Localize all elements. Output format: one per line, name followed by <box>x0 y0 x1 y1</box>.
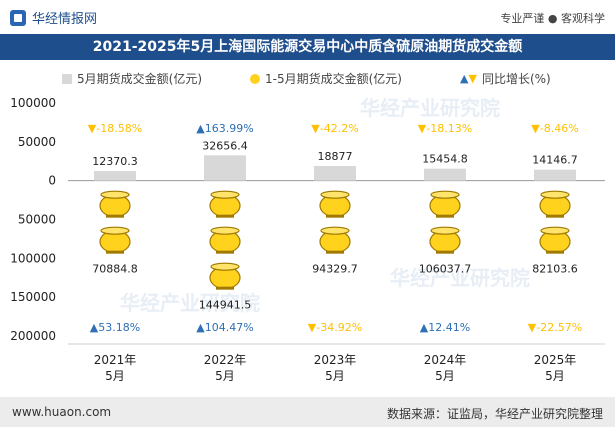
pot-base <box>106 214 124 218</box>
cumulative-growth-label: ▲53.18% <box>90 321 140 334</box>
pot-swatch-icon <box>250 73 260 84</box>
y-axis: 100000 50000 0 50000 100000 150000 200000 <box>10 96 56 343</box>
legend-monthly-label: 5月期货成交金额(亿元) <box>77 72 202 86</box>
cumulative-value-label: 82103.6 <box>532 263 578 276</box>
watermark: 华经产业研究院 <box>120 291 260 315</box>
bar-swatch-icon <box>62 73 72 84</box>
monthly-bar <box>314 166 356 181</box>
pot-rim <box>430 226 460 235</box>
pot-base <box>546 250 564 254</box>
legend-monthly: 5月期货成交金额(亿元) <box>62 70 202 87</box>
pot-rim <box>320 190 350 199</box>
y-tick-label: 0 <box>48 174 56 188</box>
pot-base <box>436 250 454 254</box>
monthly-growth-label: ▲163.99% <box>196 122 253 135</box>
x-tick-label: 2022年 5月 <box>204 353 247 383</box>
pot-rim <box>540 226 570 235</box>
gold-pot-icon <box>429 226 461 254</box>
gold-pot-icon <box>99 190 131 218</box>
cumulative-growth-label: ▼-34.92% <box>308 321 362 334</box>
tagline: 专业严谨 ● 客观科学 <box>500 12 605 25</box>
pot-base <box>216 214 234 218</box>
chart-title: 2021-2025年5月上海国际能源交易中心中质含硫原油期货成交金额 <box>0 34 615 60</box>
pot-base <box>106 250 124 254</box>
gold-pot-icon <box>319 190 351 218</box>
legend-cumulative: 1-5月期货成交金额(亿元) <box>250 70 402 87</box>
monthly-growth-label: ▼-18.13% <box>418 122 472 135</box>
cumulative-growth-label: ▲104.47% <box>196 321 253 334</box>
pot-base <box>326 250 344 254</box>
monthly-growth-label: ▼-8.46% <box>531 122 578 135</box>
chart-marks: 12370.3 32656.4 18877 15454.8 14146.7 70884.8… <box>88 122 582 334</box>
pot-rim <box>210 226 240 235</box>
footer-website[interactable]: www.huaon.com <box>12 405 112 419</box>
pot-base <box>326 214 344 218</box>
gold-pot-icon <box>539 226 571 254</box>
legend-growth: ▲▼ 同比增长(%) <box>460 70 551 87</box>
cumulative-growth-label: ▼-22.57% <box>528 321 582 334</box>
monthly-bar <box>534 169 576 181</box>
gold-pot-icon <box>319 226 351 254</box>
monthly-growth-label: ▼-18.58% <box>88 122 142 135</box>
footer: www.huaon.com 数据来源：证监局，华经产业研究院整理 <box>0 397 615 427</box>
gold-pot-icon <box>209 190 241 218</box>
cumulative-value-label: 144941.5 <box>199 299 252 312</box>
pot-rim <box>100 226 130 235</box>
watermark: 华经产业研究院 <box>360 96 500 120</box>
monthly-value-label: 15454.8 <box>422 153 468 166</box>
x-axis: 2021年 5月 2022年 5月 2023年 5月 2024年 5月 2025年 5月 <box>68 180 605 383</box>
monthly-value-label: 14146.7 <box>532 154 578 167</box>
pot-rim <box>210 262 240 271</box>
monthly-bar <box>424 168 466 181</box>
y-tick-label: 100000 <box>10 251 56 265</box>
monthly-bar <box>204 155 246 181</box>
monthly-value-label: 32656.4 <box>202 139 248 152</box>
gold-pot-icon <box>539 190 571 218</box>
y-tick-label: 100000 <box>10 96 56 110</box>
pot-rim <box>320 226 350 235</box>
cumulative-value-label: 106037.7 <box>419 263 472 276</box>
footer-source: 数据来源：证监局，华经产业研究院整理 <box>386 407 603 421</box>
growth-arrows-icon: ▲▼ <box>460 72 477 85</box>
gold-pot-icon <box>429 190 461 218</box>
legend: 5月期货成交金额(亿元) 1-5月期货成交金额(亿元) ▲▼ 同比增长(%) <box>0 70 615 90</box>
pot-rim <box>540 190 570 199</box>
y-tick-label: 50000 <box>18 135 56 149</box>
top-header: 华经情报网 专业严谨 ● 客观科学 <box>0 0 615 34</box>
cumulative-growth-label: ▲12.41% <box>420 321 470 334</box>
monthly-value-label: 12370.3 <box>92 155 138 168</box>
legend-growth-label: 同比增长(%) <box>481 72 551 86</box>
cumulative-value-label: 94329.7 <box>312 263 358 276</box>
monthly-value-label: 18877 <box>318 150 353 163</box>
pot-rim <box>100 190 130 199</box>
pot-rim <box>430 190 460 199</box>
pot-base <box>216 286 234 290</box>
monthly-growth-label: ▼-42.2% <box>311 122 358 135</box>
x-tick-label: 2021年 5月 <box>94 353 137 383</box>
cumulative-value-label: 70884.8 <box>92 263 138 276</box>
brand[interactable]: 华经情报网 <box>10 8 97 27</box>
brand-name: 华经情报网 <box>32 12 98 27</box>
watermark: 华经产业研究院 <box>390 266 530 290</box>
gold-pot-icon <box>209 262 241 290</box>
pot-base <box>436 214 454 218</box>
x-tick-label: 2024年 5月 <box>424 353 467 383</box>
y-tick-label: 50000 <box>18 213 56 227</box>
pot-base <box>546 214 564 218</box>
legend-cumulative-label: 1-5月期货成交金额(亿元) <box>265 72 402 86</box>
pot-rim <box>210 190 240 199</box>
x-tick-label: 2025年 5月 <box>534 353 577 383</box>
x-tick-label: 2023年 5月 <box>314 353 357 383</box>
y-tick-label: 150000 <box>10 290 56 304</box>
brand-logo-icon <box>10 9 26 26</box>
pot-base <box>216 250 234 254</box>
gold-pot-icon <box>99 226 131 254</box>
y-tick-label: 200000 <box>10 329 56 343</box>
monthly-bar <box>94 171 136 181</box>
gold-pot-icon <box>209 226 241 254</box>
